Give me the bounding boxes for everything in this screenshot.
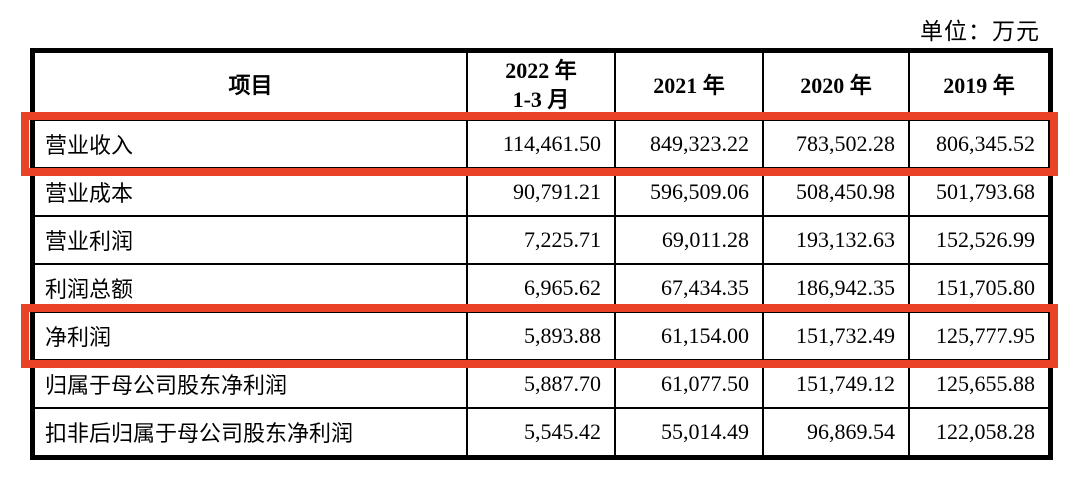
table-row: 利润总额 6,965.62 67,434.35 186,942.35 151,705.8… — [33, 263, 1050, 313]
column-header-line: 2022 年 — [505, 58, 577, 84]
value-cell: 5,545.42 — [466, 407, 616, 457]
unit-label: 单位：万元 — [920, 19, 1040, 44]
row-label: 营业收入 — [33, 119, 468, 169]
column-header: 2020 年 — [762, 51, 910, 121]
column-header-line: 2021 年 — [653, 72, 725, 98]
row-label: 营业成本 — [33, 167, 468, 217]
column-header: 项目 — [33, 51, 468, 121]
value-cell: 125,655.88 — [908, 359, 1050, 409]
value-cell: 67,434.35 — [614, 263, 764, 313]
row-label: 归属于母公司股东净利润 — [33, 359, 468, 409]
column-header-line: 2020 年 — [800, 72, 872, 98]
value-cell: 783,502.28 — [762, 119, 910, 169]
value-cell: 96,869.54 — [762, 407, 910, 457]
value-cell: 90,791.21 — [466, 167, 616, 217]
table-container: 项目 2022 年 1-3 月 2021 年 2020 年 2019 年 营业收入 114,… — [21, 48, 1058, 460]
value-cell: 186,942.35 — [762, 263, 910, 313]
header-row: 项目 2022 年 1-3 月 2021 年 2020 年 2019 年 — [33, 51, 1050, 121]
value-cell: 151,705.80 — [908, 263, 1050, 313]
value-cell: 55,014.49 — [614, 407, 764, 457]
table-body: 营业收入 114,461.50 849,323.22 783,502.28 806,34… — [33, 119, 1050, 457]
table-row: 净利润 5,893.88 61,154.00 151,732.49 125,777.95 — [33, 311, 1050, 361]
value-cell: 7,225.71 — [466, 215, 616, 265]
value-cell: 5,893.88 — [466, 311, 616, 361]
column-header-line: 1-3 月 — [512, 87, 570, 112]
value-cell: 849,323.22 — [614, 119, 764, 169]
value-cell: 61,077.50 — [614, 359, 764, 409]
column-header: 2019 年 — [908, 51, 1050, 121]
value-cell: 806,345.52 — [908, 119, 1050, 169]
row-label: 利润总额 — [33, 263, 468, 313]
financial-summary-table: 项目 2022 年 1-3 月 2021 年 2020 年 2019 年 营业收入 114,… — [33, 51, 1050, 457]
column-header: 2021 年 — [614, 51, 764, 121]
value-cell: 125,777.95 — [908, 311, 1050, 361]
row-label: 净利润 — [33, 311, 468, 361]
value-cell: 501,793.68 — [908, 167, 1050, 217]
table-row: 归属于母公司股东净利润 5,887.70 61,077.50 151,749.12 12… — [33, 359, 1050, 409]
row-label: 营业利润 — [33, 215, 468, 265]
value-cell: 152,526.99 — [908, 215, 1050, 265]
value-cell: 193,132.63 — [762, 215, 910, 265]
row-label: 扣非后归属于母公司股东净利润 — [33, 407, 468, 457]
value-cell: 5,887.70 — [466, 359, 616, 409]
value-cell: 122,058.28 — [908, 407, 1050, 457]
value-cell: 69,011.28 — [614, 215, 764, 265]
table-row: 营业利润 7,225.71 69,011.28 193,132.63 152,526.9… — [33, 215, 1050, 265]
value-cell: 596,509.06 — [614, 167, 764, 217]
value-cell: 114,461.50 — [466, 119, 616, 169]
column-header: 2022 年 1-3 月 — [466, 51, 616, 121]
value-cell: 6,965.62 — [466, 263, 616, 313]
value-cell: 151,732.49 — [762, 311, 910, 361]
table-row: 扣非后归属于母公司股东净利润 5,545.42 55,014.49 96,869.54… — [33, 407, 1050, 457]
value-cell: 151,749.12 — [762, 359, 910, 409]
column-header-line: 2019 年 — [943, 72, 1015, 98]
table-row: 营业收入 114,461.50 849,323.22 783,502.28 806,34… — [33, 119, 1050, 169]
column-header-line: 项目 — [228, 72, 273, 98]
table-row: 营业成本 90,791.21 596,509.06 508,450.98 501,793… — [33, 167, 1050, 217]
value-cell: 508,450.98 — [762, 167, 910, 217]
value-cell: 61,154.00 — [614, 311, 764, 361]
